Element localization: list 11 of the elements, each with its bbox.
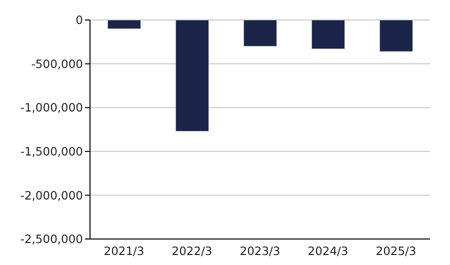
y-tick-label: 0	[76, 13, 83, 28]
x-tick-label: 2021/3	[104, 244, 144, 258]
x-tick-label: 2023/3	[240, 244, 280, 258]
y-tick-label: -2,000,000	[20, 188, 83, 202]
x-tick-label: 2024/3	[308, 244, 348, 258]
x-tick-label: 2025/3	[376, 244, 416, 258]
y-tick-label: -1,000,000	[20, 100, 83, 115]
y-tick-label: -2,500,000	[20, 232, 83, 246]
y-tick-label: -1,500,000	[20, 144, 83, 158]
y-tick-label: -500,000	[31, 56, 83, 71]
x-tick-label: 2022/3	[172, 244, 212, 258]
